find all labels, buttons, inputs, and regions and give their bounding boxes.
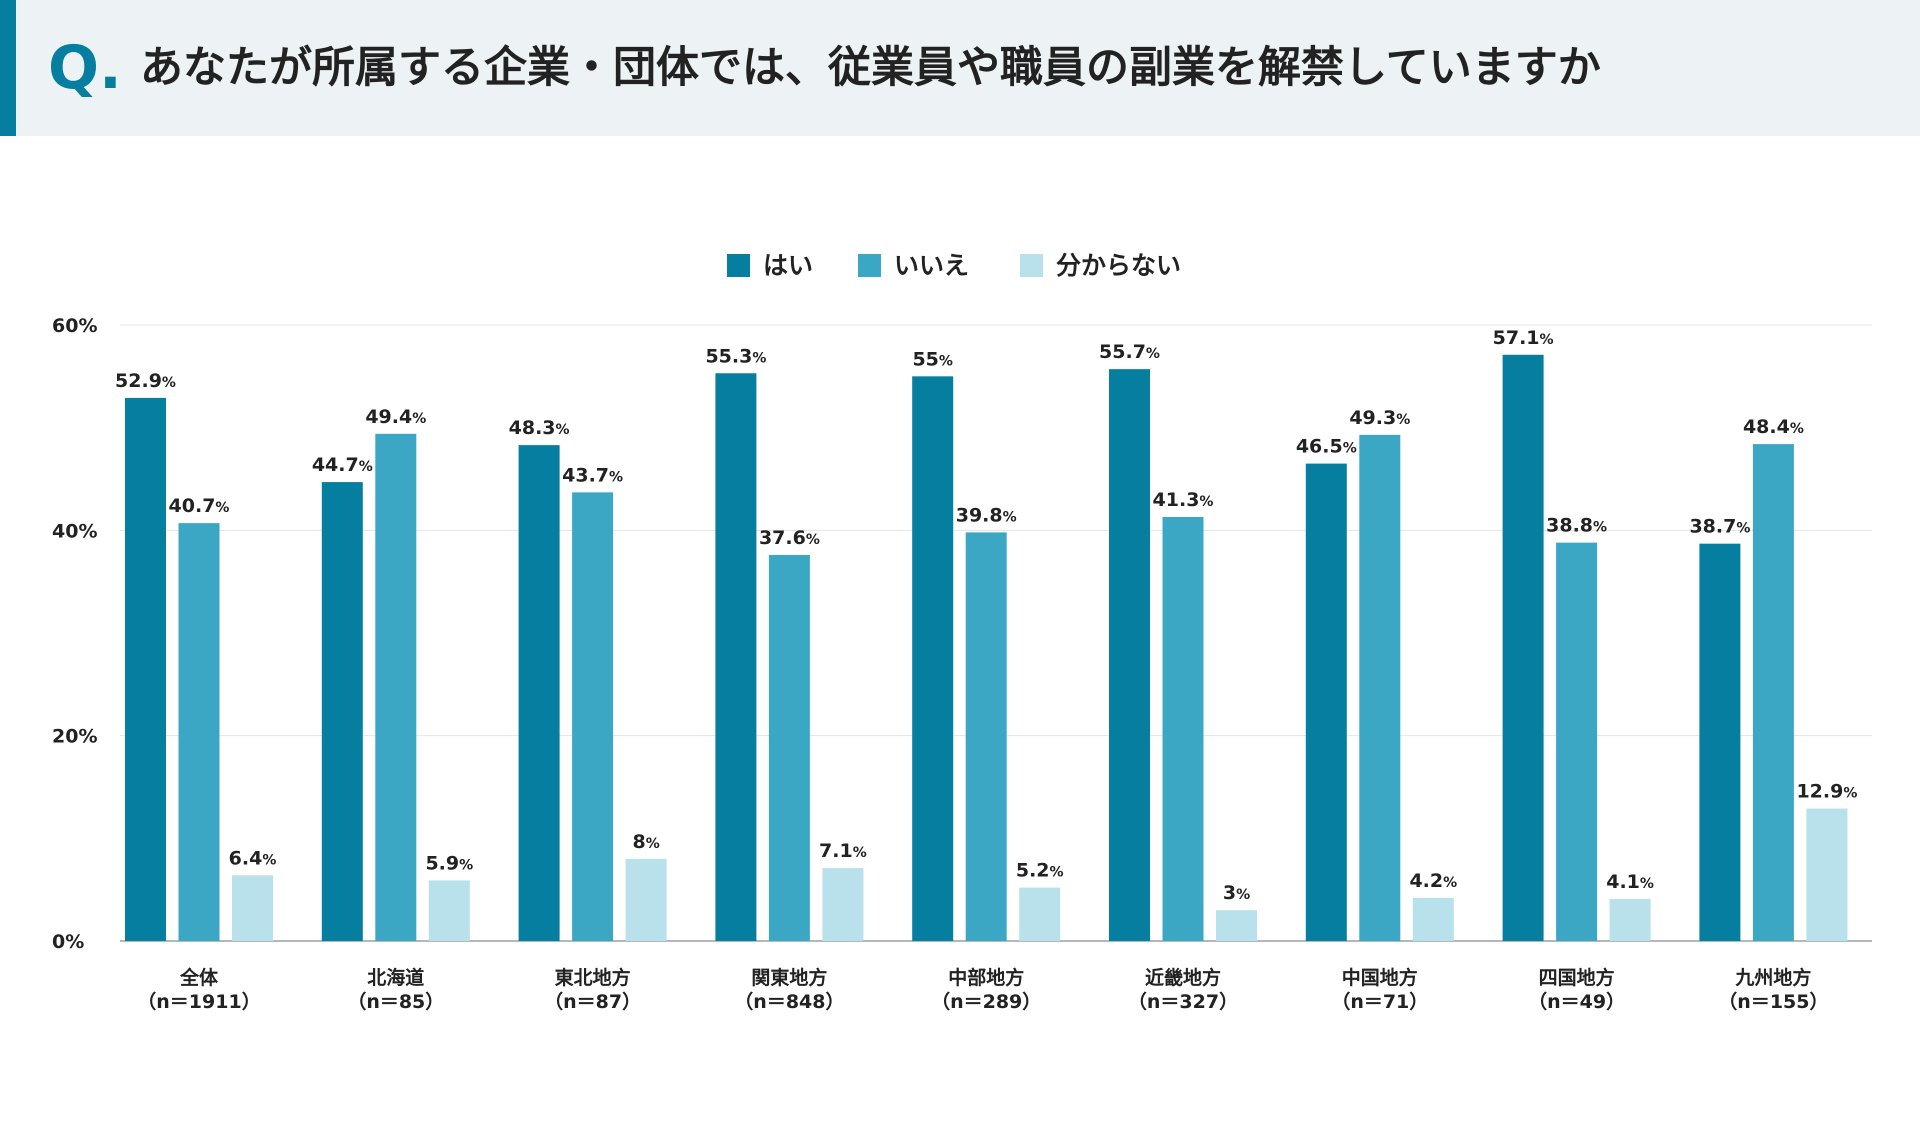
x-category-n-2: （n＝87）	[544, 990, 641, 1013]
bar-2-1	[572, 492, 614, 941]
bar-8-2	[1806, 808, 1848, 941]
bar-5-2	[1216, 910, 1257, 941]
x-category-label-3: 関東地方	[751, 966, 827, 989]
data-label-2-0: 48.3%	[509, 417, 570, 439]
bar-8-0	[1699, 543, 1741, 941]
data-label-8-1: 48.4%	[1743, 416, 1804, 438]
x-category-n-0: （n＝1911）	[137, 990, 260, 1013]
bar-6-1	[1359, 434, 1401, 941]
data-label-5-1: 41.3%	[1153, 489, 1214, 511]
data-label-4-1: 39.8%	[956, 504, 1017, 526]
bar-8-1	[1752, 444, 1794, 941]
y-tick-label-40: 40%	[52, 520, 97, 542]
page-title: あなたが所属する企業・団体では、従業員や職員の副業を解禁していますか	[140, 43, 1601, 93]
bar-4-2	[1019, 887, 1061, 941]
data-label-2-2: 8%	[632, 831, 659, 853]
data-label-3-2: 7.1%	[819, 840, 867, 862]
chart-legend: はい いいえ 分からない	[727, 251, 1181, 280]
legend-swatch-2	[1020, 254, 1043, 277]
bar-chart: はい いいえ 分からない 0%20%40%60%52.9%40.7%6.4%全体（n…	[52, 251, 1872, 1013]
x-category-label-4: 中部地方	[948, 966, 1024, 989]
header-bar: Q. あなたが所属する企業・団体では、従業員や職員の副業を解禁していますか	[0, 0, 1920, 136]
legend-swatch-1	[858, 254, 881, 277]
bar-4-0	[912, 376, 954, 941]
data-label-0-2: 6.4%	[229, 847, 277, 869]
legend-label-1: いいえ	[894, 251, 969, 280]
chart-bars	[125, 354, 1848, 942]
bar-3-2	[822, 868, 864, 941]
data-label-6-0: 46.5%	[1296, 436, 1357, 458]
x-category-label-7: 四国地方	[1539, 966, 1615, 989]
bar-6-2	[1412, 897, 1454, 941]
bar-6-0	[1305, 463, 1347, 941]
bar-7-0	[1502, 354, 1544, 941]
x-category-label-8: 九州地方	[1734, 966, 1811, 989]
x-category-label-1: 北海道	[367, 966, 424, 989]
bar-5-1	[1162, 516, 1204, 941]
data-label-7-0: 57.1%	[1493, 327, 1554, 349]
header-accent-stripe	[0, 0, 16, 136]
bar-1-0	[321, 482, 363, 941]
data-label-1-0: 44.7%	[312, 454, 373, 476]
bar-1-2	[428, 880, 470, 941]
x-category-label-0: 全体	[179, 966, 219, 989]
bar-0-0	[125, 397, 166, 942]
data-label-0-1: 40.7%	[169, 495, 230, 517]
data-label-6-1: 49.3%	[1349, 407, 1410, 429]
bar-4-1	[965, 532, 1007, 941]
data-label-3-1: 37.6%	[759, 527, 820, 549]
bar-7-1	[1556, 542, 1598, 941]
bar-2-0	[518, 445, 560, 941]
x-category-n-7: （n＝49）	[1528, 990, 1625, 1013]
bar-7-2	[1609, 898, 1651, 941]
y-tick-label-60: 60%	[52, 315, 97, 337]
bar-0-2	[232, 875, 273, 941]
x-category-n-5: （n＝327）	[1128, 990, 1238, 1013]
x-category-n-8: （n＝155）	[1718, 990, 1828, 1013]
data-label-4-0: 55%	[912, 348, 952, 370]
data-label-3-0: 55.3%	[705, 345, 766, 367]
data-label-5-2: 3%	[1223, 882, 1250, 904]
data-label-4-2: 5.2%	[1016, 860, 1064, 882]
legend-label-0: はい	[763, 251, 813, 280]
x-category-n-3: （n＝848）	[734, 990, 844, 1013]
question-mark-label: Q.	[48, 33, 122, 103]
data-label-5-0: 55.7%	[1099, 341, 1160, 363]
bar-1-1	[375, 433, 417, 941]
legend-label-2: 分からない	[1056, 251, 1181, 280]
x-category-n-4: （n＝289）	[931, 990, 1041, 1013]
y-tick-label-20: 20%	[52, 726, 97, 748]
data-label-8-2: 12.9%	[1796, 781, 1857, 803]
bar-2-2	[625, 858, 667, 941]
chart-labels: 0% 20% 40% 60% 52.9% 40.7% 6.4% 全体（n＝1911） 44.7%…	[52, 315, 1857, 1013]
x-category-n-6: （n＝71）	[1331, 990, 1428, 1013]
data-label-6-2: 4.2%	[1409, 870, 1457, 892]
x-category-label-5: 近畿地方	[1145, 966, 1221, 989]
bar-0-1	[178, 523, 220, 941]
data-label-2-1: 43.7%	[562, 464, 623, 486]
data-label-7-2: 4.1%	[1606, 871, 1654, 893]
x-category-label-6: 中国地方	[1342, 966, 1418, 989]
y-tick-label-0: 0%	[52, 931, 84, 953]
bar-3-0	[715, 373, 757, 942]
data-label-1-2: 5.9%	[425, 852, 473, 874]
data-label-0-0: 52.9%	[115, 370, 176, 392]
x-category-n-1: （n＝85）	[347, 990, 444, 1013]
legend-swatch-0	[727, 254, 750, 277]
bar-5-0	[1109, 369, 1150, 941]
data-label-7-1: 38.8%	[1546, 515, 1607, 537]
data-label-8-0: 38.7%	[1689, 516, 1750, 538]
x-category-label-2: 東北地方	[555, 966, 631, 989]
data-label-1-1: 49.4%	[365, 406, 426, 428]
bar-3-1	[768, 554, 810, 941]
